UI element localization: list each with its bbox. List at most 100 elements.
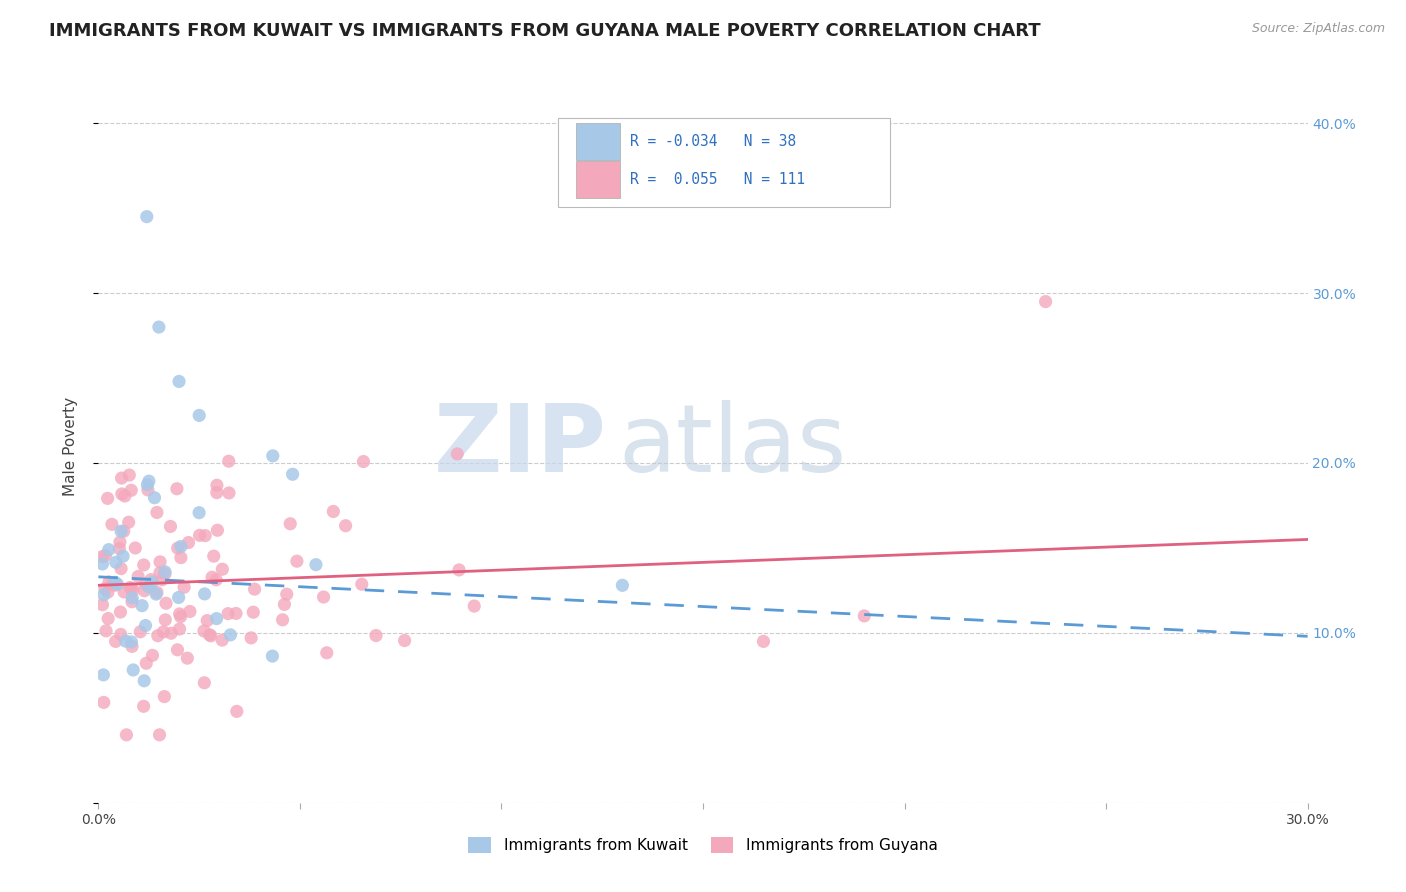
Point	[193, 675, 215, 690]
Point	[170, 550, 193, 565]
Point	[281, 467, 304, 482]
FancyBboxPatch shape	[558, 118, 890, 207]
Point	[98, 574, 121, 589]
Legend: Immigrants from Kuwait, Immigrants from Guyana: Immigrants from Kuwait, Immigrants from …	[463, 831, 943, 859]
Point	[211, 562, 233, 576]
Point	[114, 489, 136, 503]
Point	[200, 629, 222, 643]
Point	[121, 640, 143, 654]
Point	[350, 577, 373, 591]
Point	[166, 642, 188, 657]
Point	[173, 580, 195, 594]
Text: ZIP: ZIP	[433, 400, 606, 492]
Y-axis label: Male Poverty: Male Poverty	[63, 396, 77, 496]
Point	[118, 468, 141, 483]
Text: IMMIGRANTS FROM KUWAIT VS IMMIGRANTS FROM GUYANA MALE POVERTY CORRELATION CHART: IMMIGRANTS FROM KUWAIT VS IMMIGRANTS FRO…	[49, 22, 1040, 40]
Point	[148, 728, 170, 742]
Point	[195, 614, 218, 628]
Point	[276, 587, 298, 601]
Point	[104, 578, 127, 592]
Point	[141, 648, 163, 663]
Point	[225, 704, 247, 718]
Point	[97, 611, 120, 625]
Point	[111, 487, 134, 501]
Point	[121, 635, 143, 649]
Point	[110, 471, 132, 485]
Point	[110, 524, 132, 539]
Point	[141, 575, 163, 590]
Point	[139, 573, 162, 587]
Point	[207, 523, 229, 537]
Point	[218, 486, 240, 500]
Point	[218, 454, 240, 468]
Point	[114, 634, 136, 648]
Point	[97, 585, 120, 599]
Point	[211, 633, 233, 648]
Point	[446, 447, 468, 461]
Point	[394, 633, 416, 648]
Point	[170, 540, 193, 554]
FancyBboxPatch shape	[576, 123, 620, 160]
Point	[278, 516, 301, 531]
Point	[242, 605, 264, 619]
Point	[273, 598, 295, 612]
Point	[166, 482, 188, 496]
Point	[243, 582, 266, 596]
Point	[91, 549, 114, 564]
Point	[124, 541, 146, 555]
Point	[188, 528, 211, 542]
Point	[169, 609, 191, 624]
Point	[205, 478, 228, 492]
Text: R = -0.034   N = 38: R = -0.034 N = 38	[630, 134, 797, 149]
Point	[271, 613, 294, 627]
Point	[107, 577, 129, 591]
Point	[152, 624, 174, 639]
Point	[112, 524, 135, 539]
Point	[110, 627, 132, 641]
Point	[120, 483, 142, 498]
Point	[193, 624, 215, 638]
Point	[135, 577, 157, 591]
Point	[176, 651, 198, 665]
Point	[167, 591, 190, 605]
Point	[853, 608, 876, 623]
Point	[352, 454, 374, 468]
Point	[285, 554, 308, 568]
Point	[322, 504, 344, 518]
Text: Source: ZipAtlas.com: Source: ZipAtlas.com	[1251, 22, 1385, 36]
Point	[188, 506, 211, 520]
Point	[118, 581, 141, 595]
Point	[94, 582, 117, 596]
Point	[194, 587, 217, 601]
Point	[177, 535, 200, 549]
Point	[132, 558, 155, 572]
FancyBboxPatch shape	[576, 161, 620, 198]
Point	[463, 599, 485, 613]
Point	[108, 535, 131, 549]
Point	[121, 595, 143, 609]
Point	[262, 449, 284, 463]
Point	[104, 555, 127, 569]
Point	[104, 634, 127, 648]
Point	[94, 624, 117, 638]
Point	[93, 588, 115, 602]
Point	[112, 549, 135, 564]
Point	[449, 563, 471, 577]
Point	[153, 690, 176, 704]
Point	[94, 549, 117, 563]
Point	[312, 590, 335, 604]
Point	[225, 607, 247, 621]
Point	[305, 558, 328, 572]
Point	[93, 695, 115, 709]
Point	[101, 517, 124, 532]
Point	[169, 622, 191, 636]
Point	[101, 577, 124, 591]
Point	[217, 607, 239, 621]
Point	[129, 624, 152, 639]
Point	[97, 491, 120, 506]
Point	[134, 673, 156, 688]
Point	[122, 583, 145, 598]
Point	[240, 631, 263, 645]
Point	[194, 528, 217, 542]
Point	[110, 561, 132, 575]
